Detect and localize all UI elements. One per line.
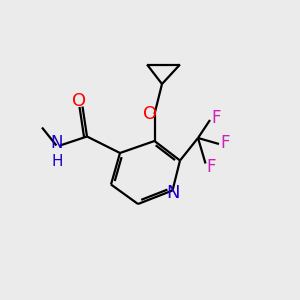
Text: F: F (220, 134, 230, 152)
Text: F: F (212, 109, 221, 127)
Text: O: O (143, 105, 157, 123)
Text: F: F (206, 158, 216, 175)
Text: H: H (52, 154, 63, 169)
Text: O: O (72, 92, 87, 110)
Text: N: N (50, 134, 63, 152)
Text: N: N (167, 184, 180, 202)
